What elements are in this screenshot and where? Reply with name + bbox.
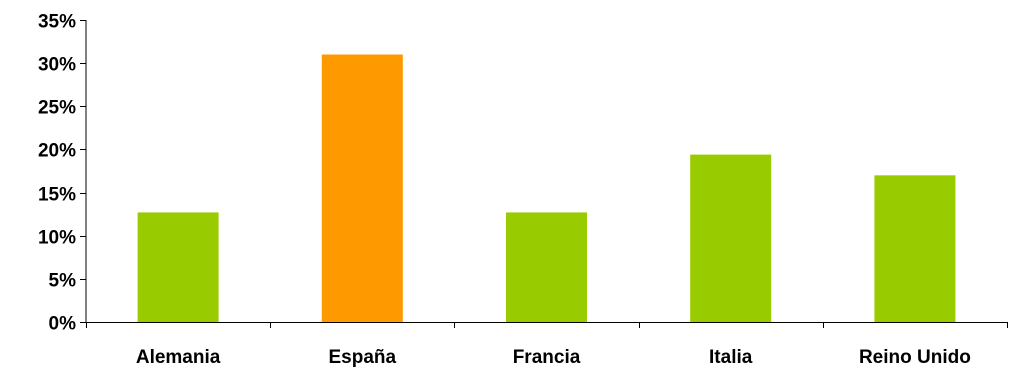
bar-reino-unido [874, 175, 956, 322]
y-tick-label: 0% [49, 314, 77, 335]
bar-espana [321, 54, 403, 323]
y-tick-label: 35% [38, 12, 76, 33]
y-tick-label: 10% [38, 228, 76, 249]
category-label: Reino Unido [859, 347, 971, 368]
y-tick-label: 25% [38, 98, 76, 119]
y-tick-label: 20% [38, 141, 76, 162]
category-label: España [329, 347, 397, 368]
bar-francia [506, 212, 587, 322]
y-tick-label: 30% [38, 55, 76, 76]
category-label: Italia [709, 347, 753, 368]
bar-italia [690, 154, 772, 322]
category-label: Alemania [136, 347, 221, 368]
y-tick-label: 5% [49, 271, 77, 292]
x-axis [86, 322, 1008, 328]
y-axis: 0% 5% 10% 15% 20% 25% 30% 35% [38, 12, 87, 335]
y-tick-label: 15% [38, 185, 76, 206]
category-labels: Alemania España Francia Italia Reino Unido [136, 347, 971, 368]
category-label: Francia [513, 347, 581, 368]
bars [137, 54, 956, 323]
bar-alemania [137, 212, 219, 322]
